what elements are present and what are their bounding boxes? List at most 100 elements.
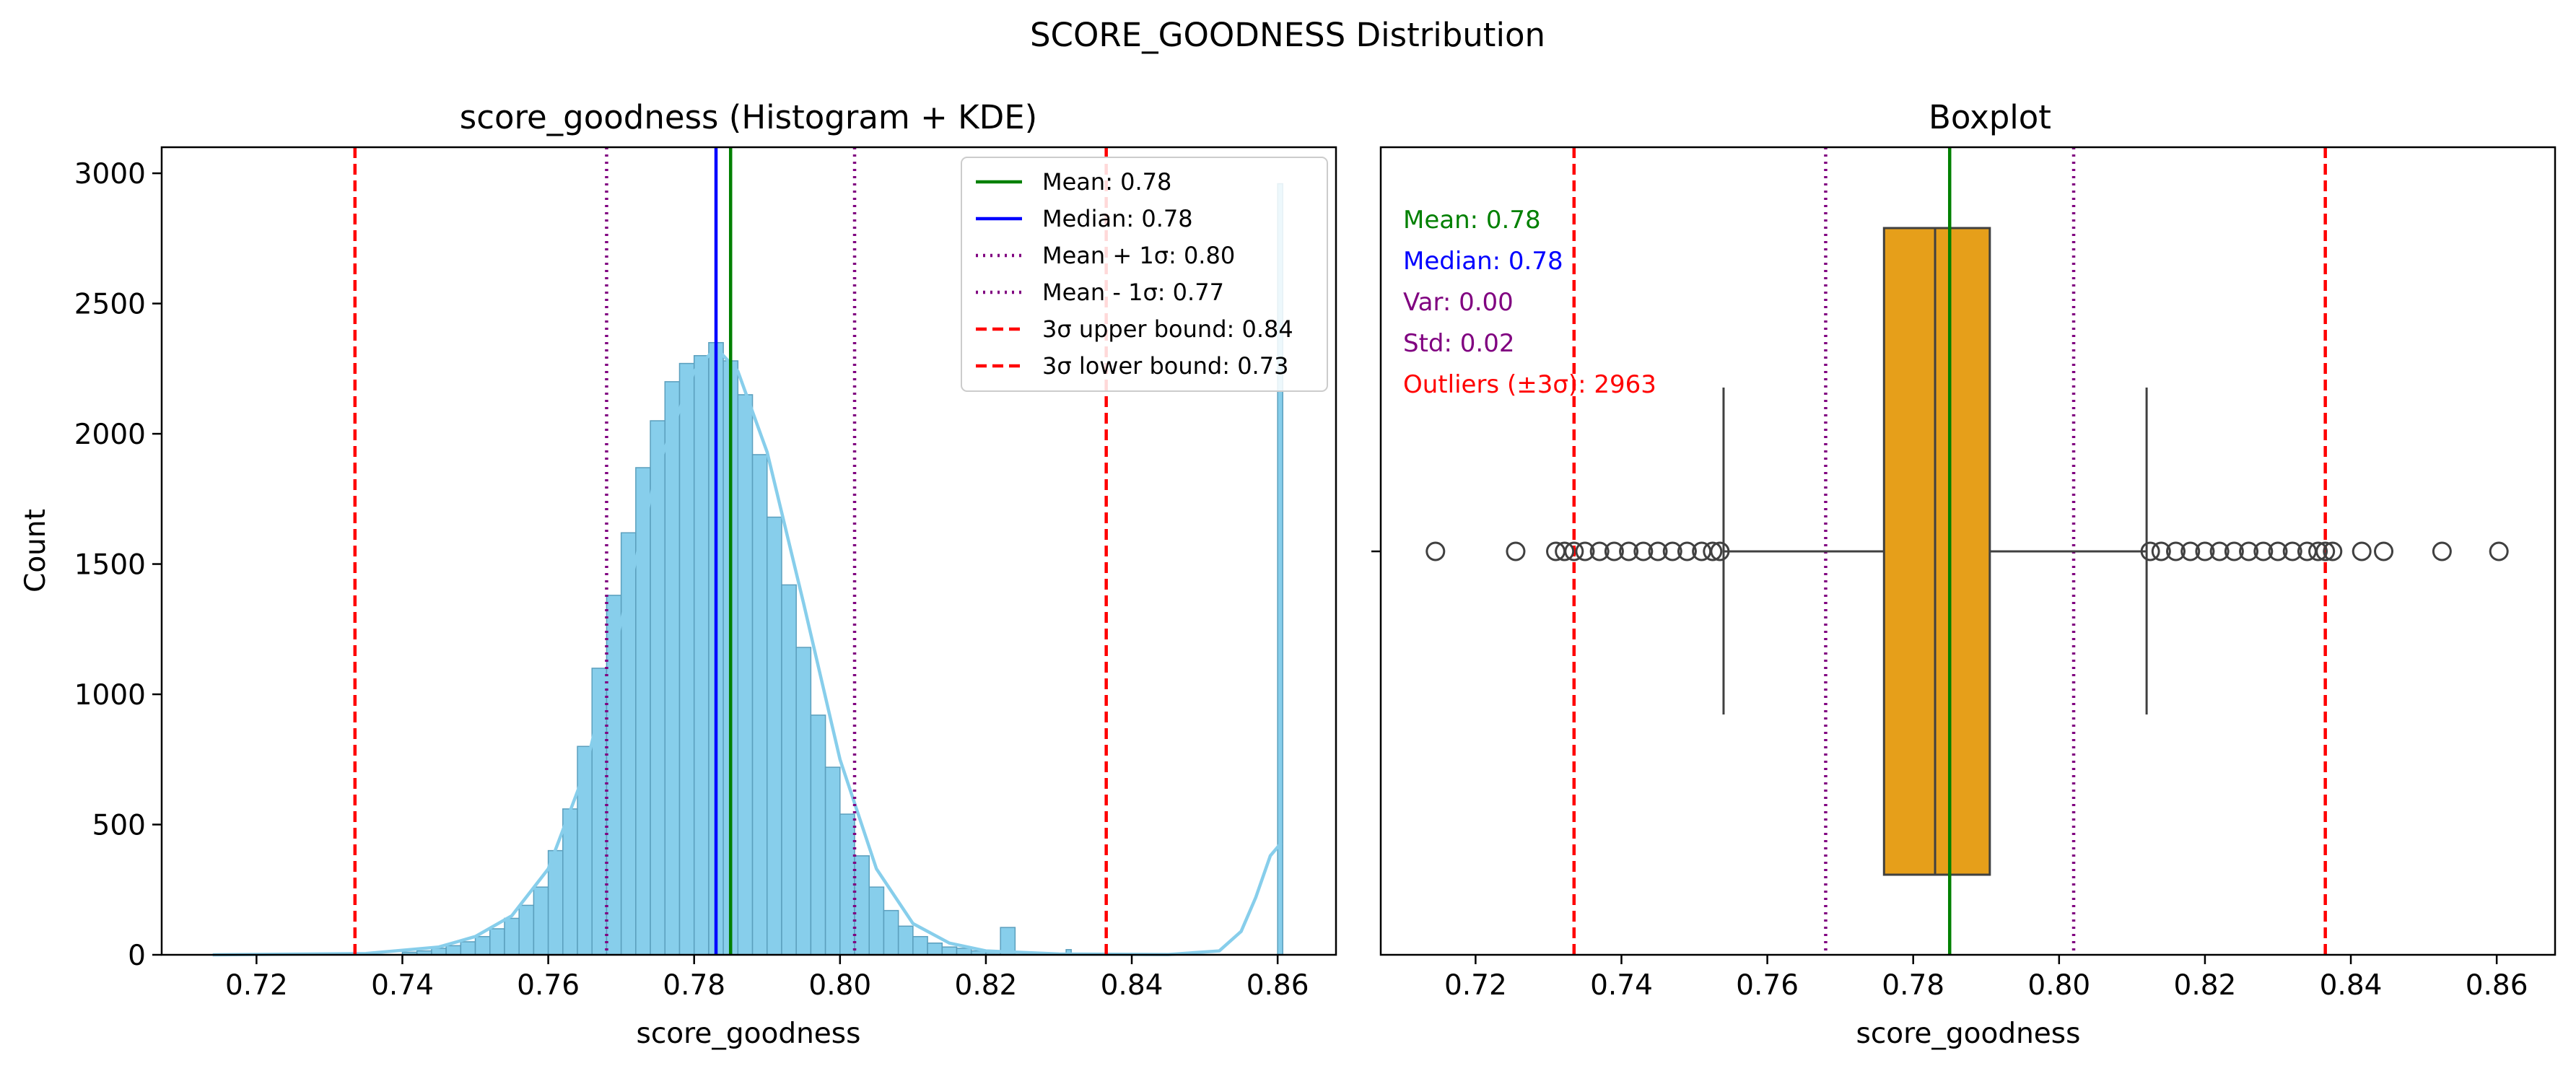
y-tick-label: 3000 (74, 158, 146, 191)
legend-label: 3σ lower bound: 0.73 (1042, 352, 1288, 380)
histogram-bar (751, 454, 768, 956)
outlier-point (2180, 541, 2201, 561)
figure-suptitle: SCORE_GOODNESS Distribution (1030, 16, 1545, 54)
histogram-bar (460, 941, 476, 956)
outlier-point (1575, 541, 1595, 561)
outlier-point (2253, 541, 2274, 561)
histogram-bar (635, 467, 651, 956)
outlier-point (2195, 541, 2215, 561)
histogram-bar (489, 928, 505, 956)
annotation-text: Outliers (±3σ): 2963 (1403, 370, 1656, 399)
histogram-bar (795, 647, 812, 956)
x-tick-label: 0.72 (1444, 969, 1507, 1002)
outlier-point (1677, 541, 1697, 561)
x-tick-label: 0.78 (1882, 969, 1944, 1002)
outlier-point (1662, 541, 1682, 561)
outlier-point (1604, 541, 1624, 561)
histogram-bar (868, 886, 885, 956)
x-tick-label: 0.80 (2027, 969, 2090, 1002)
outlier-point (2209, 541, 2230, 561)
legend-label: Mean + 1σ: 0.80 (1042, 242, 1235, 269)
x-tick-label: 0.86 (2466, 969, 2528, 1002)
x-tick-label: 0.84 (2320, 969, 2383, 1002)
outlier-point (1648, 541, 1668, 561)
x-tick-label: 0.82 (2174, 969, 2237, 1002)
outlier-point (1555, 541, 1575, 561)
outlier-point (2323, 541, 2343, 561)
outlier-point (1633, 541, 1654, 561)
outlier-point (2282, 541, 2302, 561)
outlier-point (2374, 541, 2394, 561)
outlier-point (2489, 541, 2509, 561)
histogram-y-ticks: 0 500 1000 1500 2000 2500 3000 (74, 158, 162, 972)
legend-box (961, 157, 1328, 392)
histogram-bar (737, 394, 754, 956)
histogram-bar (693, 355, 710, 956)
y-tick-label: 2000 (74, 419, 146, 451)
annotation-text: Mean: 0.78 (1403, 206, 1541, 235)
kde-curve (212, 345, 1283, 957)
histogram-bar (927, 943, 943, 956)
box-iqr (1882, 227, 1991, 876)
annotation-text: Median: 0.78 (1403, 247, 1563, 276)
histogram-ylabel: Count (19, 509, 52, 593)
histogram-bar (678, 362, 695, 956)
outlier-point (1710, 541, 1730, 561)
histogram-bar (474, 935, 491, 956)
y-tick-label: 0 (128, 940, 146, 972)
boxplot-xlabel: score_goodness (1856, 1018, 2081, 1050)
histogram-bar (956, 948, 972, 956)
legend-label: Median: 0.78 (1042, 205, 1193, 232)
histogram-bar (504, 917, 520, 956)
outlier-point (1506, 541, 1526, 561)
y-tick-label: 500 (92, 810, 146, 842)
outlier-point (1425, 541, 1446, 561)
histogram-axes-frame (160, 146, 1337, 956)
histogram-bar (854, 855, 870, 956)
boxplot-x-ticks: 0.72 0.74 0.76 0.78 0.80 0.82 0.84 0.86 (1444, 955, 2528, 1002)
x-tick-label: 0.74 (371, 969, 434, 1002)
histogram-panel: score_goodness (Histogram + KDE) 0.72 0.7… (19, 98, 1337, 1050)
legend-label: Mean - 1σ: 0.77 (1042, 279, 1224, 306)
histogram-xlabel: score_goodness (637, 1018, 861, 1050)
outlier-point (2315, 541, 2336, 561)
y-tick-label: 1500 (74, 549, 146, 582)
outlier-point (1589, 541, 1610, 561)
x-tick-label: 0.80 (808, 969, 871, 1002)
histogram-bar (839, 813, 855, 956)
histogram-bar (897, 925, 914, 956)
histogram-bar (577, 746, 593, 956)
boxplot-panel: Boxplot 0.72 0.74 0.76 0.78 0.80 0.82 0.84 0.86… (1371, 98, 2557, 1050)
histogram-bar (431, 948, 447, 956)
outlier-point (2151, 541, 2171, 561)
outlier-point (2224, 541, 2244, 561)
histogram-bar (767, 516, 782, 956)
boxplot-annotations: Mean: 0.78 Median: 0.78 Var: 0.00 Std: 0.02… (1403, 206, 1656, 399)
histogram-title: score_goodness (Histogram + KDE) (460, 98, 1037, 136)
x-tick-label: 0.76 (1736, 969, 1799, 1002)
boxplot-title: Boxplot (1929, 98, 2051, 136)
histogram-bar (533, 886, 549, 956)
histogram-bar (445, 945, 462, 956)
legend-label: 3σ upper bound: 0.84 (1042, 315, 1293, 343)
outlier-point (2140, 541, 2160, 561)
x-tick-label: 0.72 (225, 969, 288, 1002)
x-tick-label: 0.82 (955, 969, 1018, 1002)
outlier-point (2239, 541, 2259, 561)
histogram-bar (810, 714, 826, 956)
outlier-point (2352, 541, 2372, 561)
y-tick-label: 2500 (74, 289, 146, 321)
y-tick-label: 1000 (74, 679, 146, 712)
x-tick-label: 0.76 (517, 969, 580, 1002)
histogram-bar (518, 904, 535, 956)
outlier-point (1619, 541, 1639, 561)
outlier-point (2166, 541, 2186, 561)
histogram-bar (941, 946, 958, 956)
histogram-bar (562, 808, 578, 956)
x-tick-label: 0.78 (663, 969, 725, 1002)
boxplot-outliers (1425, 541, 2509, 561)
histogram-bar (664, 381, 681, 956)
annotation-text: Var: 0.00 (1403, 288, 1514, 317)
x-tick-label: 0.86 (1246, 969, 1309, 1002)
histogram-bar (912, 935, 928, 956)
